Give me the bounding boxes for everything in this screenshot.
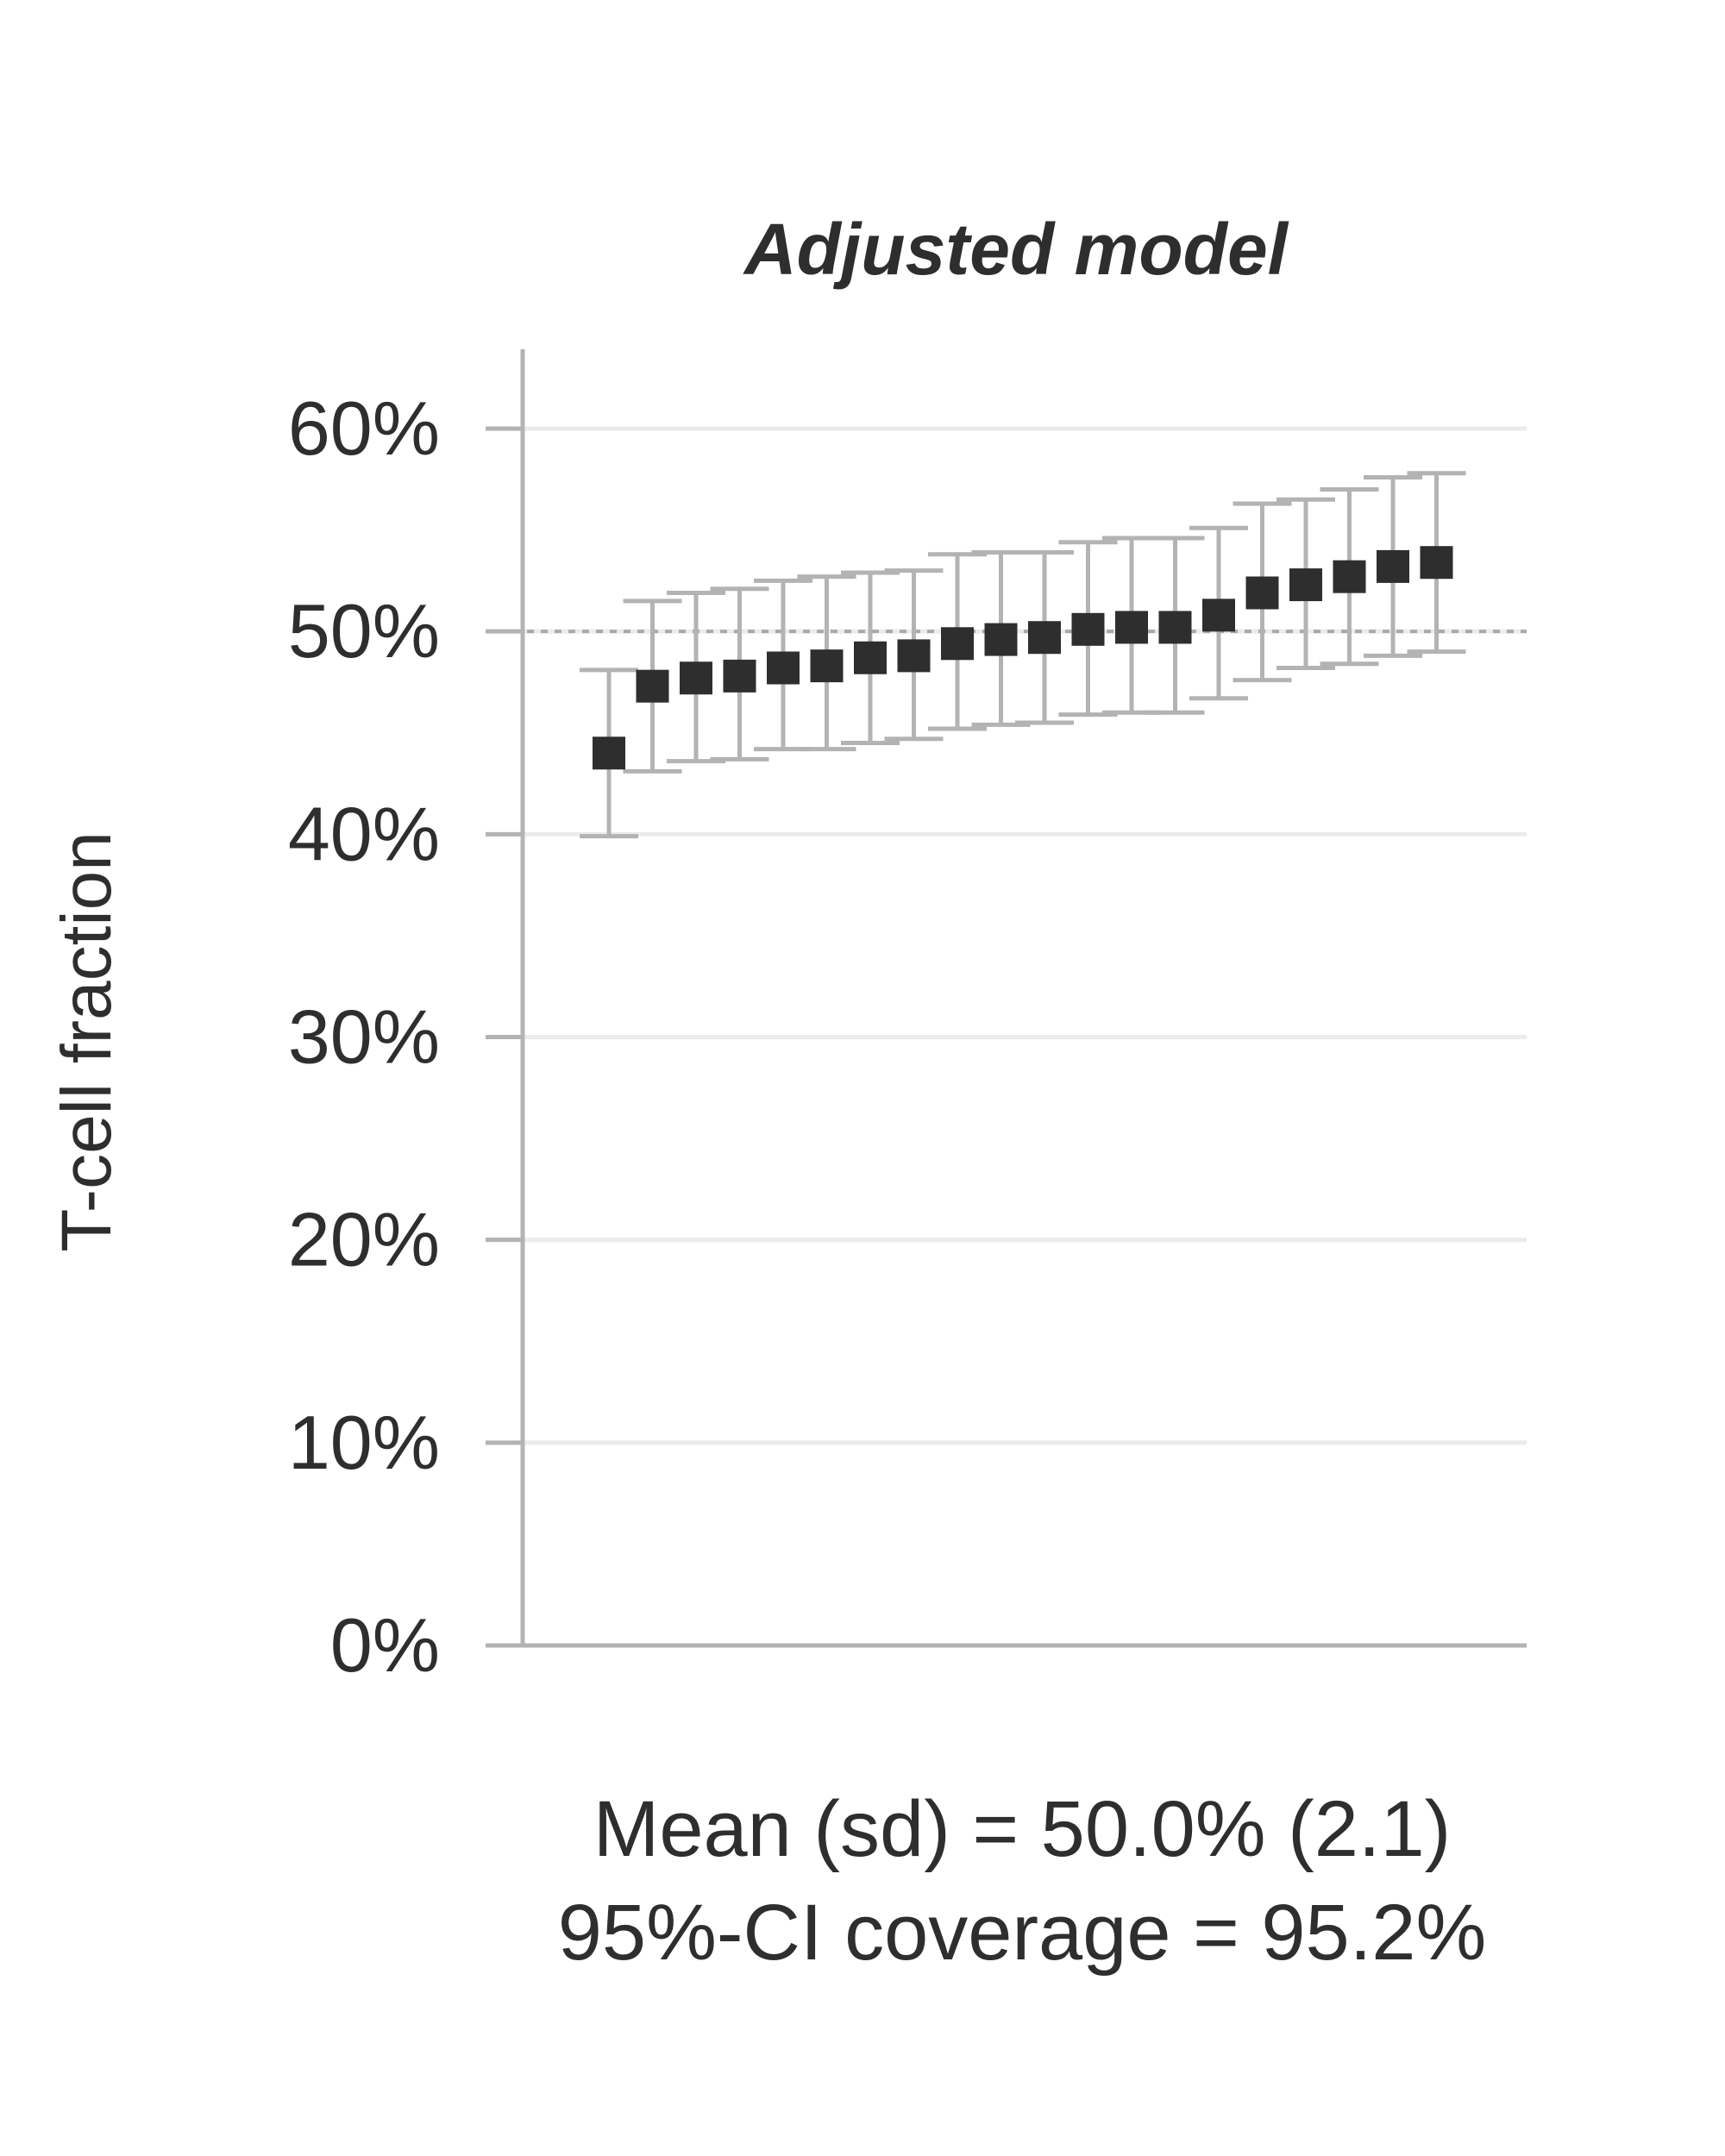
data-point (767, 651, 800, 685)
data-point (1028, 621, 1061, 655)
y-tick-label: 60% (288, 385, 440, 471)
y-tick-label: 20% (288, 1197, 440, 1282)
data-point (1289, 568, 1322, 602)
data-point (1071, 612, 1105, 646)
data-point (854, 641, 887, 674)
data-point (897, 639, 931, 673)
data-point (984, 623, 1018, 656)
gridlines (486, 426, 1527, 1445)
y-tick-label: 10% (288, 1400, 440, 1485)
data-point (680, 661, 712, 695)
data-point (1377, 549, 1409, 583)
y-axis-title: T-cell fraction (47, 831, 126, 1252)
y-ticks: 0% 10% 20% 30% 40% 50% 60% (288, 385, 523, 1688)
data-point (1202, 599, 1235, 632)
data-point (941, 627, 974, 661)
data-point (723, 659, 756, 693)
data-point (636, 669, 669, 703)
chart-title: Adjusted model (743, 209, 1289, 290)
y-tick-label: 40% (288, 791, 440, 876)
data-point (1115, 611, 1148, 644)
ci-coverage-annotation: 95%-CI coverage = 95.2% (558, 1889, 1487, 1977)
data-point (593, 736, 625, 770)
y-tick-label: 30% (288, 994, 440, 1080)
data-point (1245, 576, 1279, 610)
y-tick-label: 0% (330, 1602, 440, 1688)
data-points (593, 546, 1453, 770)
mean-sd-annotation: Mean (sd) = 50.0% (2.1) (593, 1785, 1452, 1873)
y-tick-label: 50% (288, 588, 440, 674)
data-point (810, 649, 844, 683)
data-point (1158, 611, 1192, 644)
error-bars (580, 471, 1466, 839)
data-point (1420, 546, 1453, 580)
data-point (1333, 560, 1366, 593)
